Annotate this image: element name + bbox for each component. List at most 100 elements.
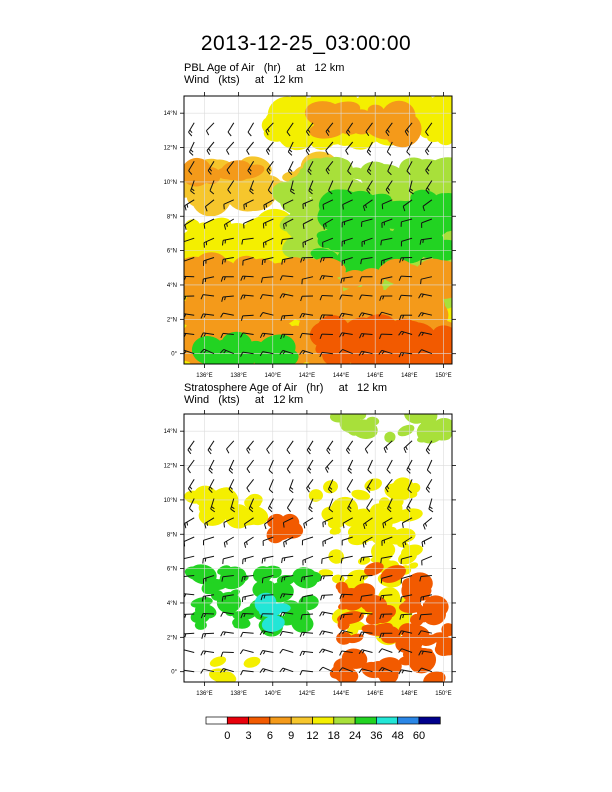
wind-barb — [347, 498, 354, 509]
age-blob — [340, 330, 382, 364]
age-blob — [350, 508, 373, 527]
x-tick-label: 150°E — [435, 373, 451, 379]
age-blob — [362, 334, 394, 362]
age-blob — [378, 520, 393, 530]
wind-barb-feather — [409, 190, 414, 195]
age-blob — [412, 269, 442, 294]
age-blob — [425, 320, 452, 342]
age-blob — [303, 245, 323, 256]
wind-barb — [203, 237, 215, 244]
age-blob — [339, 216, 367, 237]
age-blob — [185, 165, 224, 183]
age-blob — [270, 566, 282, 578]
age-blob — [211, 272, 243, 287]
age-blob — [232, 299, 264, 322]
wind-barb-feather — [209, 190, 215, 195]
wind-barb-feather — [404, 541, 407, 546]
wind-barb — [325, 122, 334, 132]
wind-barb-feather — [420, 259, 422, 265]
wind-barb — [262, 312, 274, 316]
age-blob — [347, 633, 364, 644]
age-blob — [367, 261, 393, 281]
wind-barb — [203, 218, 215, 225]
wind-barb — [327, 479, 334, 490]
age-blob — [351, 489, 371, 501]
wind-barb — [242, 649, 254, 653]
age-blob — [384, 309, 414, 324]
wind-barb — [262, 294, 274, 297]
y-tick-label: 8°N — [167, 214, 177, 220]
wind-barb — [401, 237, 413, 242]
wind-barb-feather — [223, 522, 225, 528]
wind-barb — [302, 237, 314, 243]
wind-barb — [420, 613, 432, 616]
age-blob — [330, 251, 358, 273]
wind-barb-feather — [250, 188, 254, 192]
age-blob — [361, 191, 398, 224]
wind-barb — [401, 555, 413, 560]
wind-barb — [306, 479, 314, 489]
age-blob — [416, 106, 452, 135]
age-blob — [269, 180, 289, 199]
age-blob — [326, 324, 347, 343]
wind-barb-feather — [401, 669, 405, 674]
age-blob — [322, 214, 355, 243]
age-blob — [237, 315, 270, 341]
age-blob — [366, 247, 405, 266]
age-blob — [420, 196, 436, 212]
age-blob — [341, 241, 376, 273]
age-blob — [287, 175, 309, 193]
age-blob — [296, 312, 333, 343]
wind-barb-feather — [398, 352, 402, 358]
age-blob — [278, 185, 300, 204]
age-blob — [209, 265, 242, 285]
age-blob — [249, 329, 288, 363]
age-blob — [379, 338, 417, 364]
age-blob — [371, 304, 406, 334]
age-blob — [253, 272, 272, 284]
age-blob — [203, 331, 238, 357]
age-blob — [277, 349, 299, 364]
age-blob — [347, 109, 375, 135]
age-blob — [364, 276, 381, 288]
age-blob — [355, 249, 372, 258]
wind-barb-feather — [205, 130, 210, 136]
age-blob — [258, 255, 277, 266]
age-blob — [332, 324, 357, 344]
age-blob — [370, 214, 399, 240]
wind-barb — [401, 294, 413, 297]
wind-barb — [422, 199, 433, 207]
y-tick-label: 6°N — [167, 567, 177, 573]
wind-barb — [406, 141, 413, 152]
age-blob — [258, 339, 289, 364]
age-blob — [405, 350, 442, 364]
wind-barb — [242, 670, 254, 673]
wind-barb-feather — [200, 332, 204, 338]
age-blob — [229, 589, 240, 597]
age-blob — [216, 487, 234, 498]
age-blob — [289, 291, 324, 316]
age-blob — [263, 229, 282, 243]
age-blob — [359, 161, 392, 188]
age-blob — [328, 276, 362, 299]
age-blob — [309, 290, 333, 302]
age-blob — [427, 168, 452, 195]
age-blob — [282, 260, 303, 273]
age-blob — [222, 160, 259, 186]
wind-barb-feather — [358, 631, 362, 637]
age-blob — [283, 288, 323, 320]
age-blob — [373, 623, 396, 638]
wind-barb — [401, 330, 413, 335]
age-blob — [435, 637, 452, 656]
age-blob — [435, 269, 452, 293]
age-blob — [424, 259, 445, 274]
wind-barb — [381, 311, 393, 316]
age-blob — [184, 315, 209, 337]
age-blob — [339, 312, 355, 322]
age-blob — [351, 352, 391, 364]
axis-ticks: 136°E 138°E 140°E 142°E 144°E 146°E 148°E 150°E… — [164, 92, 456, 379]
panel1-subtitle: Wind (kts) at 12 km — [184, 74, 304, 86]
age-blob — [207, 163, 231, 184]
age-blob — [217, 335, 241, 351]
age-blob — [386, 312, 403, 324]
